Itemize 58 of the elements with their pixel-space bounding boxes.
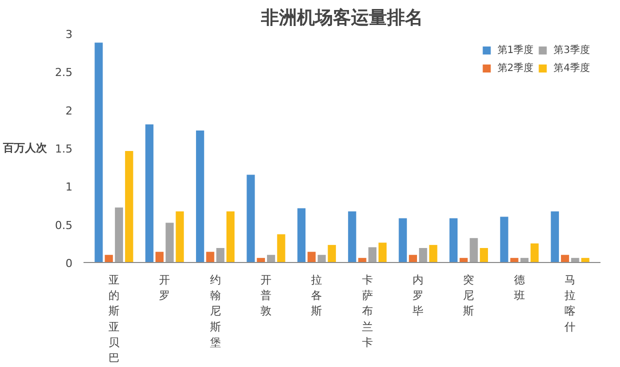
bar bbox=[246, 174, 255, 262]
bar bbox=[196, 130, 204, 262]
bar bbox=[266, 254, 276, 262]
y-axis-title: 百万人次 bbox=[2, 142, 48, 154]
chart-title: 非洲机场客运量排名 bbox=[260, 8, 423, 28]
x-tick-label: 亚的斯亚贝巴 bbox=[108, 274, 120, 364]
y-tick-label: 2 bbox=[66, 104, 72, 118]
bar bbox=[318, 254, 326, 262]
bar bbox=[358, 258, 366, 262]
bar bbox=[104, 254, 113, 262]
x-tick-label: 内罗毕 bbox=[412, 274, 424, 318]
x-tick-label: 开罗 bbox=[159, 274, 170, 302]
bar bbox=[297, 208, 306, 262]
x-tick-label: 马拉喀什 bbox=[564, 274, 576, 334]
bar bbox=[408, 254, 418, 262]
bar bbox=[480, 248, 488, 262]
y-tick-label: 1.5 bbox=[55, 142, 73, 156]
bar bbox=[560, 254, 570, 262]
legend-label: 第2季度 bbox=[497, 62, 534, 75]
x-tick-label: 拉各斯 bbox=[311, 274, 322, 318]
bar bbox=[429, 244, 438, 262]
bar bbox=[378, 242, 387, 262]
legend-label: 第4季度 bbox=[554, 62, 590, 75]
bar bbox=[328, 244, 336, 262]
bar bbox=[449, 218, 458, 262]
bar bbox=[581, 258, 590, 262]
bar bbox=[145, 124, 154, 262]
bar bbox=[125, 151, 134, 262]
bar bbox=[419, 248, 428, 262]
bar bbox=[176, 211, 184, 262]
bar bbox=[155, 252, 164, 262]
bar bbox=[114, 208, 124, 262]
bar bbox=[226, 211, 235, 262]
bar bbox=[277, 234, 286, 262]
x-tick-label: 卡萨布兰卡 bbox=[362, 274, 373, 349]
bar bbox=[206, 252, 214, 262]
y-tick-label: 3 bbox=[66, 28, 72, 41]
legend-label: 第3季度 bbox=[554, 44, 590, 57]
bar bbox=[94, 42, 103, 262]
y-tick-label: 0.5 bbox=[55, 218, 73, 232]
bar bbox=[550, 211, 559, 262]
x-tick-label: 德班 bbox=[514, 274, 525, 302]
bar bbox=[530, 243, 539, 262]
bar bbox=[398, 218, 407, 262]
bar bbox=[470, 238, 478, 262]
bar bbox=[368, 247, 376, 262]
bar bbox=[216, 248, 224, 262]
x-tick-label: 突尼斯 bbox=[463, 274, 474, 318]
legend-label: 第1季度 bbox=[497, 44, 534, 57]
x-tick-label: 约翰尼斯堡 bbox=[210, 274, 221, 349]
y-tick-label: 1 bbox=[66, 180, 72, 194]
bar bbox=[500, 216, 508, 262]
bar bbox=[166, 222, 174, 262]
y-tick-label: 0 bbox=[66, 257, 72, 270]
bar bbox=[348, 211, 356, 262]
x-tick-label: 开普敦 bbox=[260, 274, 272, 318]
bar bbox=[308, 252, 316, 262]
y-tick-label: 2.5 bbox=[55, 66, 73, 80]
